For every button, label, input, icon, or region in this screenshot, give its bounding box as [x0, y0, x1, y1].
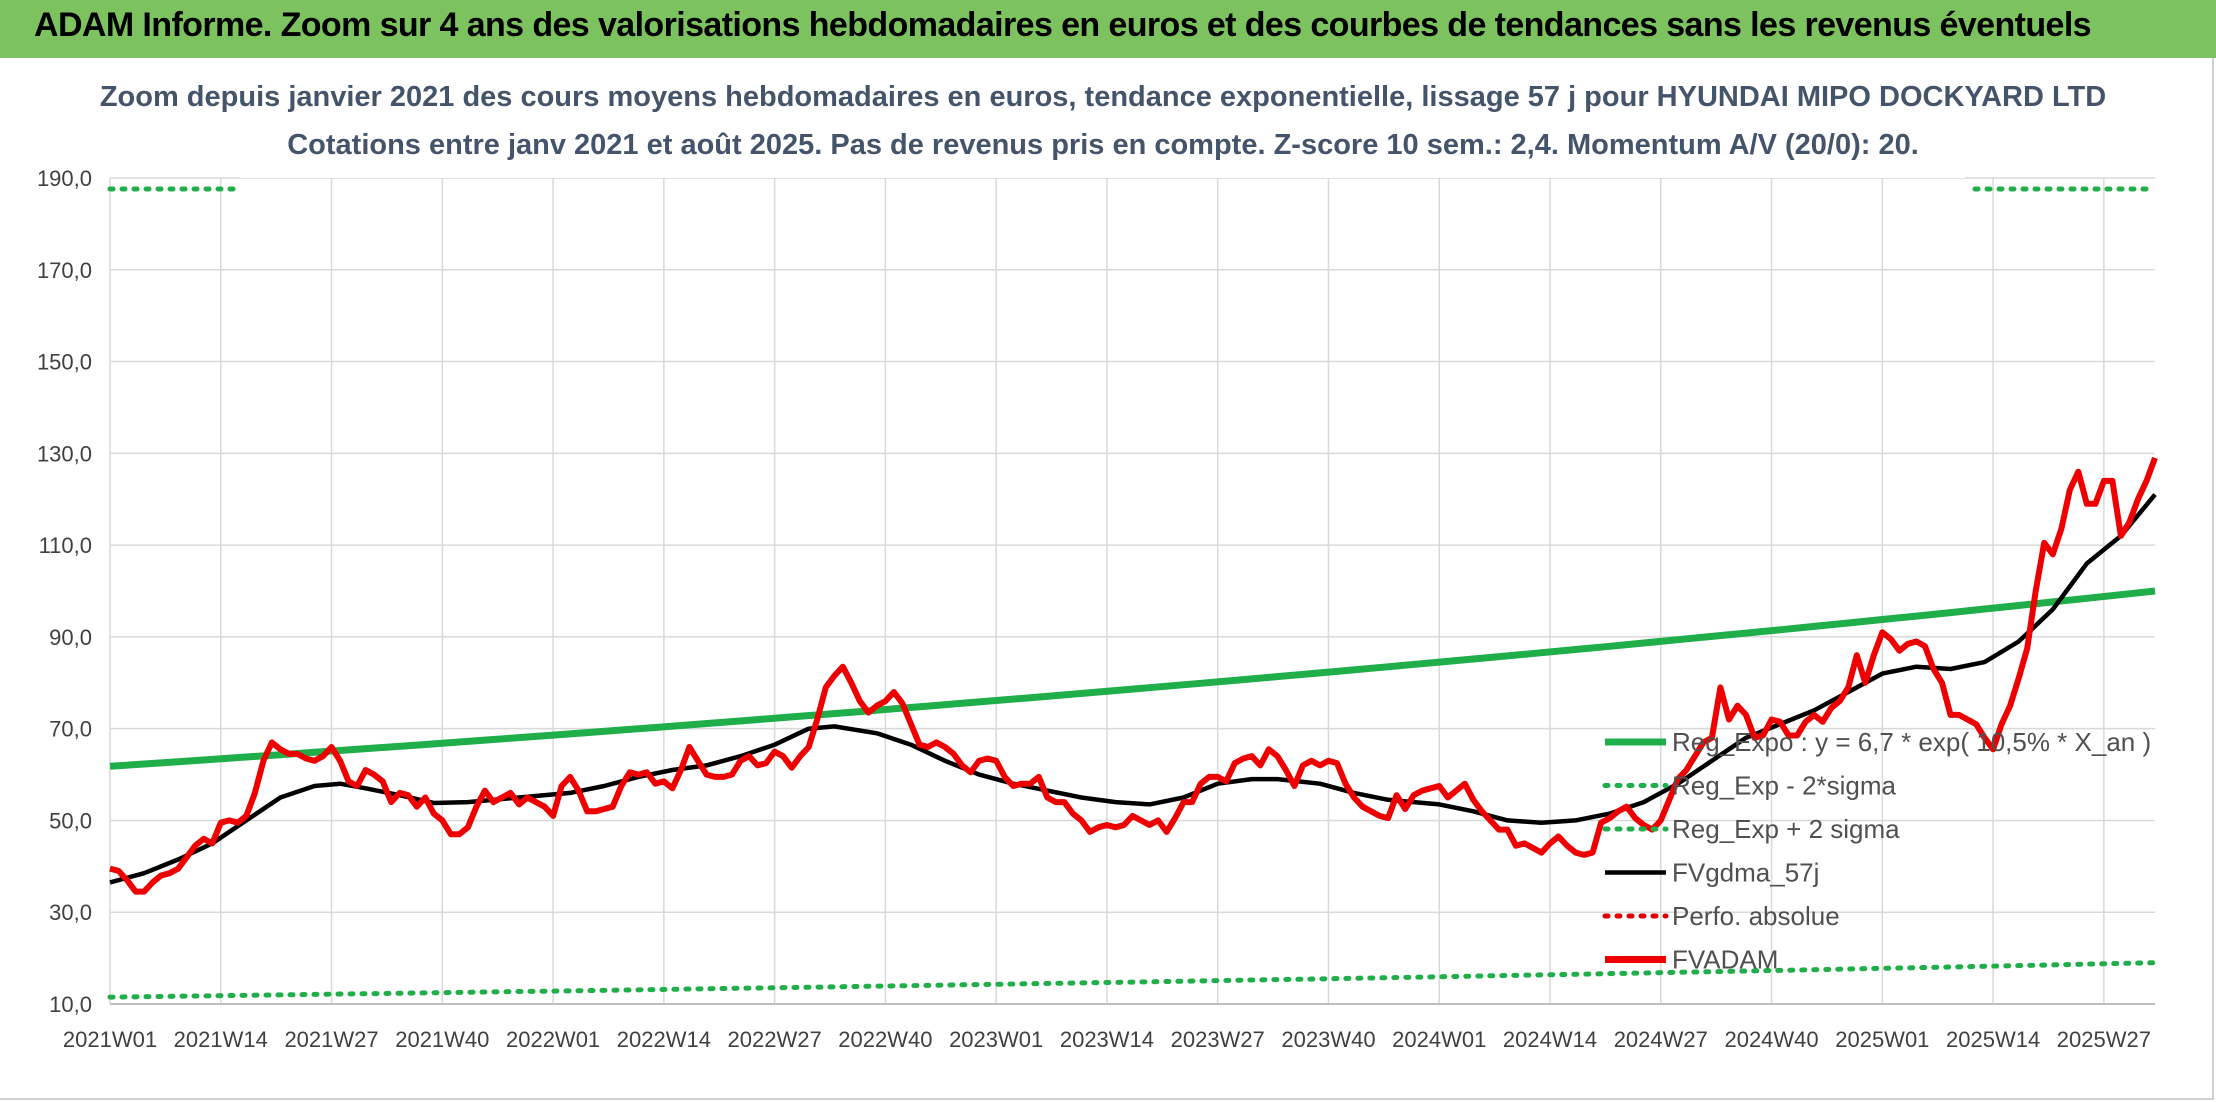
- legend-label-5: Perfo. absolue: [1672, 901, 1840, 931]
- x-tick-label: 2022W01: [506, 1027, 600, 1052]
- legend-label-1: Reg_Expo : y = 6,7 * exp( 10,5% * X_an ): [1672, 727, 2151, 757]
- chart-svg: 10,0 30,0 50,0 70,0 90,0 110,0 130,0 150,0 170,0…: [37, 60, 2158, 1052]
- series-lower-band: [107, 960, 2158, 1000]
- x-tick-label: 2022W27: [728, 1027, 822, 1052]
- y-tick-label: 50,0: [49, 808, 92, 833]
- legend-label-6: FVADAM: [1672, 945, 1778, 975]
- x-tick-label: 2022W14: [617, 1027, 711, 1052]
- chart-title-line1: Zoom depuis janvier 2021 des cours moyen…: [100, 81, 2106, 113]
- x-tick-label: 2025W01: [1835, 1027, 1929, 1052]
- x-tick-label: 2023W40: [1281, 1027, 1375, 1052]
- x-tick-label: 2024W01: [1392, 1027, 1486, 1052]
- x-tick-label: 2024W14: [1503, 1027, 1597, 1052]
- x-tick-label: 2023W14: [1060, 1027, 1154, 1052]
- title-box: [240, 60, 1965, 178]
- series-fvadam: [109, 456, 2158, 895]
- report-title: ADAM Informe. Zoom sur 4 ans des valoris…: [34, 6, 2092, 44]
- y-tick-label: 170,0: [37, 258, 92, 283]
- x-tick-label: 2022W40: [838, 1027, 932, 1052]
- legend-label-3: Reg_Exp + 2 sigma: [1672, 814, 1900, 844]
- x-tick-label: 2025W27: [2057, 1027, 2151, 1052]
- x-tick-label: 2021W14: [174, 1027, 268, 1052]
- legend-label-2: Reg_Exp - 2*sigma: [1672, 771, 1897, 801]
- x-tick-label: 2023W01: [949, 1027, 1043, 1052]
- legend-label-4: FVgdma_57j: [1672, 858, 1819, 888]
- y-tick-label: 70,0: [49, 717, 92, 742]
- x-tick-label: 2021W40: [395, 1027, 489, 1052]
- x-tick-label: 2024W27: [1614, 1027, 1708, 1052]
- x-tick-label: 2025W14: [1946, 1027, 2040, 1052]
- y-tick-label: 110,0: [39, 533, 92, 558]
- y-tick-label: 130,0: [37, 441, 92, 466]
- x-tick-label: 2021W01: [63, 1027, 157, 1052]
- y-tick-label: 10,0: [49, 992, 92, 1017]
- series-reg-expo: [109, 587, 2156, 770]
- x-tick-label: 2024W40: [1724, 1027, 1818, 1052]
- report-banner: ADAM Informe. Zoom sur 4 ans des valoris…: [0, 0, 2216, 58]
- chart-area: 10,0 30,0 50,0 70,0 90,0 110,0 130,0 150,0 170,0…: [0, 58, 2214, 1100]
- chart-title-line2: Cotations entre janv 2021 et août 2025. …: [287, 129, 1919, 161]
- y-tick-label: 150,0: [37, 350, 92, 375]
- y-tick-label: 190,0: [37, 166, 92, 191]
- y-tick-label: 90,0: [49, 625, 92, 650]
- y-tick-label: 30,0: [49, 900, 92, 925]
- x-tick-label: 2023W27: [1171, 1027, 1265, 1052]
- x-tick-label: 2021W27: [284, 1027, 378, 1052]
